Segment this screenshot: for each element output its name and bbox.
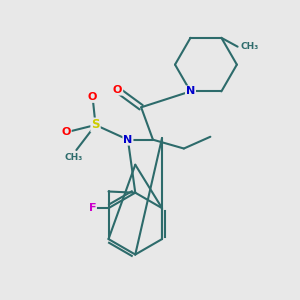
Text: CH₃: CH₃: [241, 42, 259, 51]
Text: N: N: [186, 86, 195, 96]
Text: CH₃: CH₃: [64, 153, 83, 162]
Text: F: F: [88, 203, 96, 213]
Text: O: O: [88, 92, 97, 102]
Text: O: O: [113, 85, 122, 94]
Text: S: S: [91, 118, 100, 131]
Text: O: O: [61, 127, 71, 137]
Text: N: N: [123, 135, 133, 145]
